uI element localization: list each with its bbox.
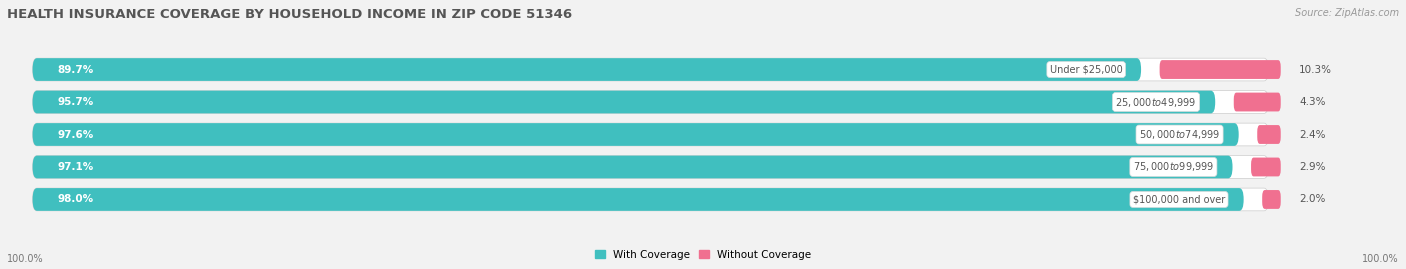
FancyBboxPatch shape — [1263, 190, 1281, 209]
Text: 98.0%: 98.0% — [58, 194, 93, 204]
FancyBboxPatch shape — [1251, 158, 1281, 176]
Text: HEALTH INSURANCE COVERAGE BY HOUSEHOLD INCOME IN ZIP CODE 51346: HEALTH INSURANCE COVERAGE BY HOUSEHOLD I… — [7, 8, 572, 21]
FancyBboxPatch shape — [1233, 93, 1281, 111]
Text: 10.3%: 10.3% — [1299, 65, 1333, 75]
Text: 4.3%: 4.3% — [1299, 97, 1326, 107]
FancyBboxPatch shape — [32, 155, 1268, 178]
Text: 2.0%: 2.0% — [1299, 194, 1326, 204]
Text: 89.7%: 89.7% — [58, 65, 94, 75]
FancyBboxPatch shape — [1257, 125, 1281, 144]
FancyBboxPatch shape — [32, 58, 1142, 81]
Text: 100.0%: 100.0% — [1362, 254, 1399, 264]
Text: 2.9%: 2.9% — [1299, 162, 1326, 172]
Text: Under $25,000: Under $25,000 — [1050, 65, 1122, 75]
Text: 100.0%: 100.0% — [7, 254, 44, 264]
Text: 97.6%: 97.6% — [58, 129, 94, 140]
Text: 2.4%: 2.4% — [1299, 129, 1326, 140]
FancyBboxPatch shape — [32, 188, 1244, 211]
Text: $100,000 and over: $100,000 and over — [1133, 194, 1225, 204]
Text: $25,000 to $49,999: $25,000 to $49,999 — [1115, 95, 1197, 108]
FancyBboxPatch shape — [32, 155, 1233, 178]
FancyBboxPatch shape — [32, 123, 1239, 146]
Text: $75,000 to $99,999: $75,000 to $99,999 — [1133, 161, 1213, 174]
Text: Source: ZipAtlas.com: Source: ZipAtlas.com — [1295, 8, 1399, 18]
Text: $50,000 to $74,999: $50,000 to $74,999 — [1139, 128, 1220, 141]
FancyBboxPatch shape — [1160, 60, 1281, 79]
FancyBboxPatch shape — [32, 123, 1268, 146]
FancyBboxPatch shape — [32, 91, 1215, 114]
FancyBboxPatch shape — [32, 188, 1268, 211]
Text: 95.7%: 95.7% — [58, 97, 94, 107]
FancyBboxPatch shape — [32, 91, 1268, 114]
Legend: With Coverage, Without Coverage: With Coverage, Without Coverage — [591, 245, 815, 264]
Text: 97.1%: 97.1% — [58, 162, 94, 172]
FancyBboxPatch shape — [32, 58, 1268, 81]
